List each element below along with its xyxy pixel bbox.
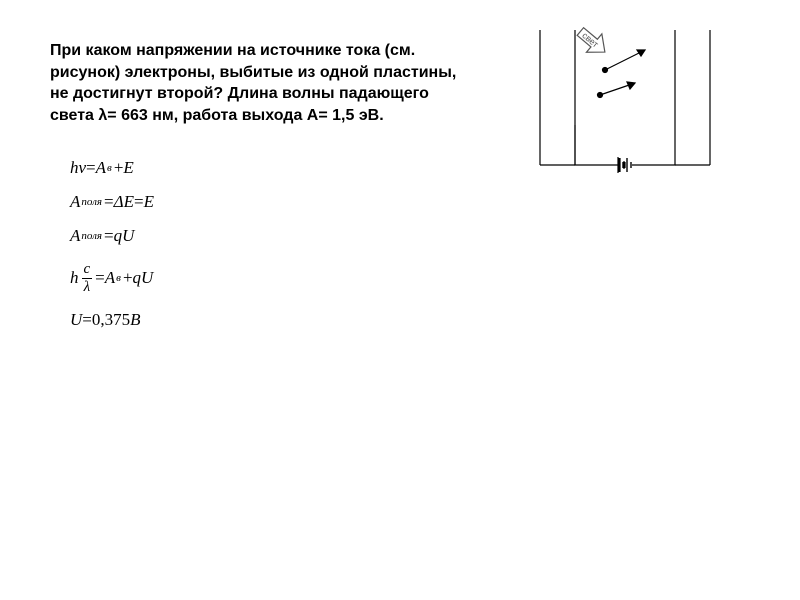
eq1-E: E [123, 158, 133, 178]
eq2-eq2: = [134, 192, 144, 212]
light-arrow-icon: свет [573, 22, 613, 61]
eq5-eq: = [82, 310, 92, 330]
eq1-A: A [96, 158, 106, 178]
eq5-unit: В [130, 310, 140, 330]
eq2-sub: поля [81, 196, 102, 208]
eq4-num: c [82, 262, 93, 278]
eq2-A: A [70, 192, 80, 212]
eq3-rhs: qU [114, 226, 135, 246]
eq5-lhs: U [70, 310, 82, 330]
eq4-den: λ [82, 278, 93, 295]
problem-text: При каком напряжении на источнике тока (… [50, 40, 460, 126]
equation-3: Aполя = qU [70, 224, 460, 248]
eq4-fraction: c λ [82, 262, 93, 295]
eq2-rhs: E [144, 192, 154, 212]
equation-4: h c λ = Aв + qU [70, 258, 460, 298]
eq4-Asub: в [116, 272, 121, 284]
eq1-eq: = [86, 158, 96, 178]
equation-2: Aполя = ΔE = E [70, 190, 460, 214]
eq1-plus: + [114, 158, 124, 178]
equation-5: U = 0,375 В [70, 308, 460, 332]
eq4-A: A [105, 268, 115, 288]
circuit-diagram: свет [520, 15, 740, 195]
eq1-h: h [70, 158, 79, 178]
equations-block: hν = Aв + E Aполя = ΔE = E Aполя = qU h … [70, 156, 460, 332]
eq4-qU: qU [133, 268, 154, 288]
eq4-eq: = [95, 268, 105, 288]
eq2-mid: ΔE [114, 192, 134, 212]
eq4-plus: + [123, 268, 133, 288]
eq4-h: h [70, 268, 79, 288]
equation-1: hν = Aв + E [70, 156, 460, 180]
eq5-val: 0,375 [92, 310, 130, 330]
eq2-eq1: = [104, 192, 114, 212]
eq1-nu: ν [79, 158, 87, 178]
eq3-eq: = [104, 226, 114, 246]
eq3-A: A [70, 226, 80, 246]
eq1-Asub: в [107, 162, 112, 174]
eq3-sub: поля [81, 230, 102, 242]
